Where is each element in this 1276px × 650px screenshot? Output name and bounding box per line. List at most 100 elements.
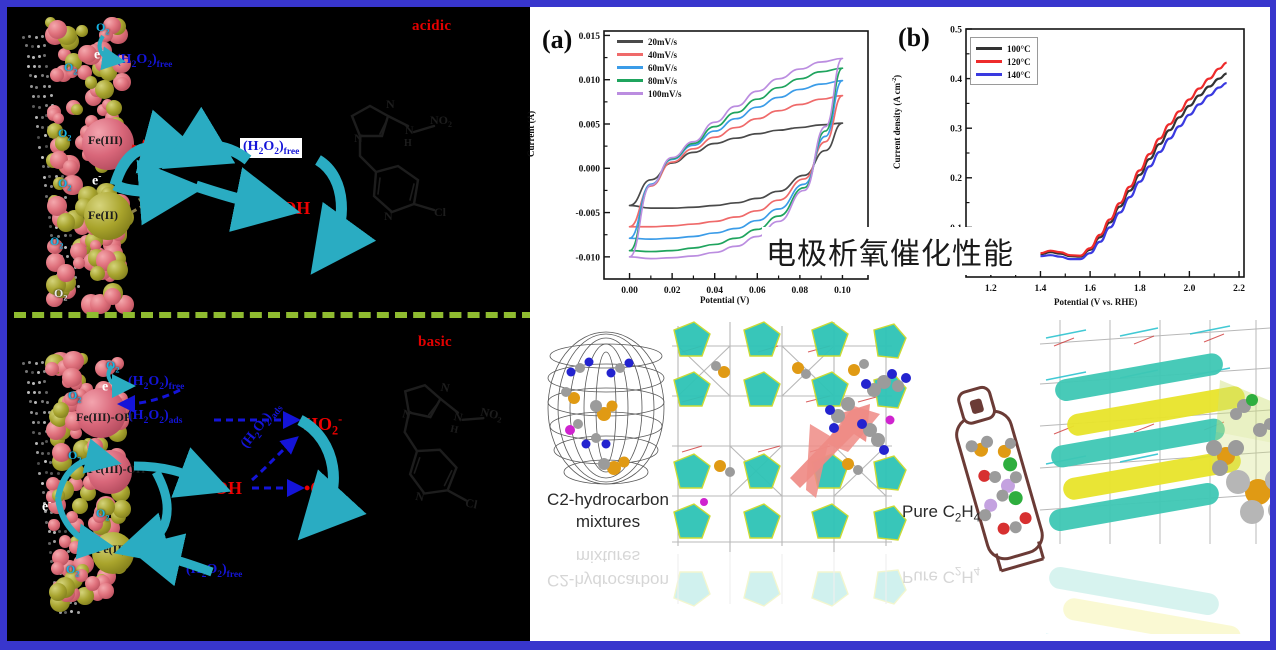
o2-label-acidic-3: O2 — [58, 126, 72, 143]
o2-label-acidic-6: O2 — [54, 286, 68, 303]
legend-swatch — [976, 73, 1002, 76]
frame-top-border — [0, 0, 1276, 7]
support-dot — [41, 115, 44, 119]
o2-label-basic-4: O2 — [96, 506, 110, 523]
nanoparticle-pink — [96, 103, 109, 116]
nanoparticle-pink — [52, 112, 65, 124]
support-dot — [35, 85, 39, 89]
support-dot — [22, 35, 25, 39]
legend-row: 120°C — [976, 55, 1031, 68]
nanoparticle-olive — [76, 587, 94, 605]
x-tick-label: 0.02 — [664, 286, 681, 296]
support-dot — [31, 55, 35, 59]
support-dot — [45, 440, 49, 444]
support-dot — [34, 401, 38, 405]
svg-text:NO2: NO2 — [479, 405, 504, 425]
x-tick-label: 1.8 — [1134, 284, 1146, 294]
support-dot — [50, 234, 54, 238]
support-dot — [47, 530, 51, 534]
legend-label: 60mV/s — [648, 62, 677, 73]
basic-label: basic — [418, 334, 453, 350]
support-dot — [53, 531, 56, 535]
imidacloprid-molecule-basic: N N N H NO2 N Cl — [401, 380, 504, 512]
cv-plot-panel-a: 0.00 0.02 0.04 0.06 0.08 0.10 -0.010 -0.005 0.00… — [575, 30, 869, 296]
support-dot — [43, 510, 47, 514]
nanoparticle-pink — [51, 549, 69, 566]
support-dot — [48, 215, 52, 219]
support-dot — [49, 550, 53, 554]
acidic-arrows — [97, 34, 377, 275]
legend-label: 140°C — [1007, 69, 1031, 80]
support-dot — [40, 155, 44, 159]
basic-arrows — [55, 364, 367, 587]
svg-text:N: N — [414, 489, 426, 505]
support-dot — [57, 530, 61, 534]
support-dot — [37, 54, 41, 58]
nanoparticle-pink — [62, 367, 82, 388]
y-tick-label: 0.5 — [950, 25, 962, 35]
support-dot — [31, 430, 35, 434]
support-dot — [22, 361, 25, 365]
legend-label: 80mV/s — [648, 75, 677, 86]
atom-label-n4: N — [384, 209, 393, 223]
panel-a-legend: 20mV/s 40mV/s 60mV/s 80mV/s 100mV/s — [612, 31, 688, 103]
panel-b-ylabel: Current density (A cm-2) — [892, 74, 902, 169]
support-dot — [29, 74, 33, 78]
fe2-state-label-acidic: Fe(II) — [88, 208, 118, 222]
legend-row: 40mV/s — [617, 48, 682, 61]
y-tick-label: 0.4 — [950, 75, 962, 85]
support-dot — [56, 471, 60, 475]
legend-label: 100mV/s — [648, 88, 682, 99]
nanoparticle-olive — [71, 103, 83, 116]
support-dot — [36, 44, 40, 48]
legend-label: 20mV/s — [648, 36, 677, 47]
nanoparticle-pink — [62, 350, 84, 372]
support-dot — [58, 610, 62, 614]
legend-swatch — [617, 40, 643, 43]
mof-graphical-abstract: C2-hydrocarbon mixtures mixtures C2-hydr… — [530, 320, 1276, 641]
nanoparticle-pink — [51, 442, 72, 463]
support-dot — [48, 541, 52, 545]
support-dot — [38, 390, 42, 394]
nanoparticle-pink — [46, 196, 67, 216]
support-dot — [45, 390, 49, 394]
support-dot — [49, 471, 53, 475]
support-dot — [35, 411, 39, 415]
support-dot — [43, 380, 47, 384]
mof-caption-left-line2: mixtures — [575, 512, 641, 531]
legend-swatch — [617, 92, 643, 95]
atom-label-n2: N — [354, 131, 363, 145]
legend-row: 60mV/s — [617, 61, 682, 74]
legend-label: 120°C — [1007, 56, 1031, 67]
nanoparticle-olive — [52, 401, 69, 418]
atom-label-n3: N — [405, 123, 414, 137]
mof-framework-center — [672, 321, 907, 607]
h2o2-free-label-acidic-2: (H2O2)free — [240, 138, 303, 158]
support-dot — [42, 175, 46, 179]
nanoparticle-olive — [49, 582, 68, 601]
support-dot — [61, 174, 65, 178]
support-dot — [44, 470, 48, 474]
support-dot — [64, 195, 68, 199]
panel-a-ylabel: Current (A) — [526, 110, 536, 157]
cv-curve — [628, 79, 844, 240]
support-dot — [29, 85, 33, 89]
lsv-curve — [1040, 81, 1227, 261]
nanoparticle-olive — [107, 259, 128, 280]
support-dot — [53, 540, 57, 544]
support-dot — [37, 145, 41, 149]
y-tick-label: 0.000 — [579, 165, 601, 175]
nanoparticle-olive — [46, 122, 64, 140]
x-tick-label: 1.4 — [1035, 284, 1047, 294]
support-dot — [36, 450, 40, 454]
support-dot — [45, 114, 49, 118]
support-dot — [42, 501, 46, 505]
legend-row: 80mV/s — [617, 74, 682, 87]
support-dot — [30, 371, 34, 375]
o2-label-basic-3: O2 — [68, 448, 82, 465]
nanoparticle-pink — [89, 239, 102, 252]
atom-label-n1: N — [386, 97, 395, 111]
separation-arrow — [790, 369, 911, 498]
support-dot — [68, 234, 72, 237]
